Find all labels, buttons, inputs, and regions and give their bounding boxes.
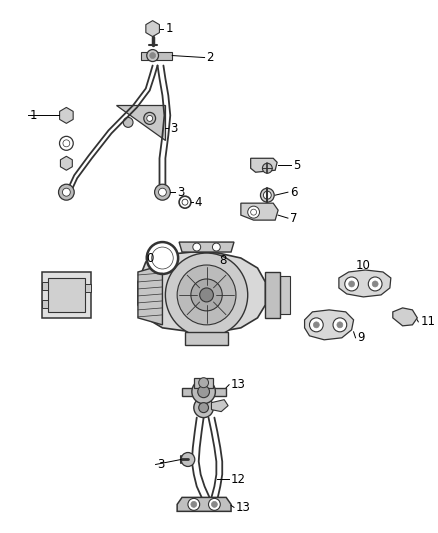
Polygon shape: [85, 284, 91, 292]
Text: 13: 13: [236, 501, 251, 514]
Text: 12: 12: [231, 473, 246, 486]
Circle shape: [155, 184, 170, 200]
Circle shape: [150, 53, 155, 59]
Polygon shape: [60, 108, 73, 123]
Circle shape: [372, 281, 378, 287]
Circle shape: [248, 206, 259, 218]
Polygon shape: [48, 278, 85, 312]
Polygon shape: [42, 272, 91, 318]
Text: 1: 1: [166, 22, 173, 35]
Circle shape: [212, 243, 220, 251]
Polygon shape: [304, 310, 353, 340]
Circle shape: [152, 247, 173, 269]
Text: 3: 3: [158, 458, 165, 471]
Text: 11: 11: [420, 316, 435, 328]
Text: 3: 3: [177, 185, 184, 199]
Circle shape: [191, 502, 197, 507]
Text: 3: 3: [170, 122, 178, 135]
Circle shape: [181, 453, 195, 466]
Circle shape: [63, 140, 70, 147]
Circle shape: [310, 318, 323, 332]
Circle shape: [368, 277, 382, 291]
Polygon shape: [60, 156, 72, 170]
Circle shape: [179, 196, 191, 208]
Text: 2: 2: [207, 51, 214, 64]
Circle shape: [263, 191, 271, 199]
Circle shape: [333, 318, 347, 332]
Circle shape: [144, 112, 155, 124]
Circle shape: [198, 386, 209, 398]
Text: 6: 6: [290, 185, 297, 199]
Text: 10: 10: [356, 259, 371, 271]
Circle shape: [349, 281, 355, 287]
Polygon shape: [177, 497, 231, 511]
Polygon shape: [42, 300, 48, 308]
Polygon shape: [146, 21, 159, 37]
Text: 1: 1: [30, 109, 38, 122]
Circle shape: [194, 398, 213, 417]
Polygon shape: [179, 242, 234, 252]
Polygon shape: [138, 252, 265, 332]
Text: 5: 5: [293, 159, 300, 172]
Circle shape: [147, 242, 178, 274]
Circle shape: [188, 498, 200, 511]
Circle shape: [193, 243, 201, 251]
Polygon shape: [182, 387, 226, 395]
Circle shape: [191, 279, 222, 311]
Circle shape: [261, 188, 274, 202]
Text: 4: 4: [195, 196, 202, 208]
Polygon shape: [241, 203, 278, 220]
Text: 13: 13: [231, 378, 246, 391]
Polygon shape: [117, 106, 166, 140]
Circle shape: [123, 117, 133, 127]
Circle shape: [199, 402, 208, 413]
Polygon shape: [339, 270, 391, 297]
Circle shape: [251, 209, 257, 215]
Polygon shape: [265, 272, 280, 318]
Text: 9: 9: [357, 332, 365, 344]
Polygon shape: [251, 158, 277, 172]
Polygon shape: [138, 265, 162, 325]
Circle shape: [262, 163, 272, 173]
Polygon shape: [393, 308, 417, 326]
Circle shape: [182, 199, 188, 205]
Polygon shape: [185, 332, 228, 345]
Circle shape: [63, 188, 70, 196]
Polygon shape: [194, 378, 213, 387]
Circle shape: [345, 277, 358, 291]
Circle shape: [337, 322, 343, 328]
Text: 8: 8: [219, 254, 227, 266]
Text: 0: 0: [146, 252, 153, 264]
Circle shape: [314, 322, 319, 328]
Circle shape: [60, 136, 73, 150]
Polygon shape: [212, 400, 228, 411]
Text: 7: 7: [290, 212, 297, 224]
Circle shape: [177, 265, 236, 325]
Circle shape: [212, 502, 217, 507]
Polygon shape: [141, 52, 172, 60]
Circle shape: [147, 116, 152, 122]
Circle shape: [166, 253, 248, 337]
Polygon shape: [42, 282, 48, 290]
Circle shape: [199, 378, 208, 387]
Circle shape: [200, 288, 213, 302]
Circle shape: [208, 498, 220, 511]
Polygon shape: [280, 276, 290, 314]
Circle shape: [159, 188, 166, 196]
Circle shape: [147, 50, 159, 61]
Circle shape: [192, 379, 215, 403]
Circle shape: [59, 184, 74, 200]
